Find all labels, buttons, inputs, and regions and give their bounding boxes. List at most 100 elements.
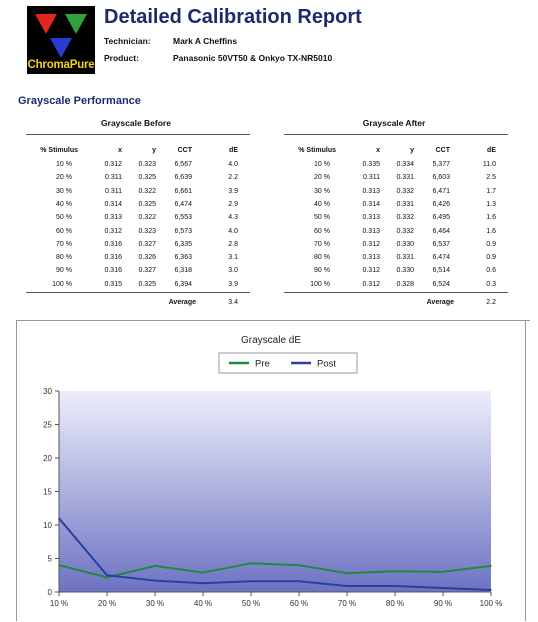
table-cell: 0.332 <box>396 227 414 235</box>
column-header: CCT <box>435 147 450 154</box>
x-tick-label: 90 % <box>434 599 452 608</box>
data-point-pre <box>442 571 444 573</box>
data-point-pre <box>394 570 396 573</box>
table-cell: 6,567 <box>174 161 192 168</box>
data-point-pre <box>490 565 492 567</box>
table-cell: 0.331 <box>396 174 414 182</box>
table-cell: 50 % <box>314 214 330 222</box>
table-cell: 0.9 <box>486 254 496 262</box>
data-point-post <box>58 517 60 520</box>
table-cell: 1.6 <box>486 227 496 235</box>
data-point-post <box>346 585 348 587</box>
data-point-pre <box>154 565 156 567</box>
legend-label-post: Post <box>317 359 336 370</box>
chart-svg: Grayscale dE Pre Post 0 5 10 15 20 25 30 10 % 20 … <box>43 335 502 608</box>
plot-area: 0 5 10 15 20 25 30 10 % 20 % 30 % 40 % 50 % 60 % 70 %… <box>43 387 502 608</box>
data-point-post <box>394 585 396 587</box>
technician-label: Technician: <box>104 36 151 46</box>
table-cell: 0.330 <box>396 267 414 275</box>
table-cell: 20 % <box>56 174 72 182</box>
table-cell: 6,474 <box>432 254 450 262</box>
table-cell: 6,394 <box>174 280 192 288</box>
data-point-post <box>106 574 108 577</box>
table-cell: 0.313 <box>362 254 380 262</box>
column-header: CCT <box>177 147 192 154</box>
chart-title: Grayscale dE <box>241 335 301 346</box>
table-cell: 6,524 <box>432 280 450 288</box>
column-header: dE <box>487 147 496 154</box>
table-cell: 0.322 <box>138 187 156 195</box>
table-cell: 0.316 <box>104 267 122 275</box>
table-cell: 4.0 <box>228 227 238 235</box>
table-cell: 6,603 <box>432 174 450 182</box>
y-tick-label: 0 <box>48 588 53 597</box>
table-cell: 6,335 <box>174 240 192 248</box>
table-cell: 80 % <box>314 254 330 262</box>
x-tick-label: 40 % <box>194 599 212 608</box>
y-tick-label: 5 <box>48 555 53 564</box>
data-point-pre <box>250 562 252 564</box>
table-cell: 0.330 <box>396 240 414 248</box>
table-cell: 3.9 <box>228 187 238 195</box>
legend-label-pre: Pre <box>255 359 270 370</box>
table-cell: 3.1 <box>228 254 238 262</box>
table-cell: 0.331 <box>396 254 414 262</box>
table-cell: 0.311 <box>105 187 122 195</box>
table-cell: 2.9 <box>228 200 238 208</box>
table-cell: 0.323 <box>138 161 156 168</box>
data-point-post <box>154 579 156 582</box>
data-point-pre <box>58 564 60 566</box>
table-cell: 0.332 <box>396 214 414 222</box>
table-cell: 2.2 <box>228 174 238 182</box>
data-point-post <box>442 587 444 589</box>
table-cell: 0.328 <box>396 280 414 288</box>
table-rule <box>26 292 250 293</box>
table-cell: 0.316 <box>104 240 122 248</box>
table-cell: 5,377 <box>432 161 450 168</box>
data-point-post <box>202 582 204 585</box>
table-cell: 0.9 <box>486 240 496 248</box>
y-tick-label: 25 <box>43 421 52 430</box>
table-cell: 6,514 <box>432 267 450 275</box>
report-title: Detailed Calibration Report <box>104 6 362 28</box>
table-cell: 0.326 <box>138 254 156 262</box>
x-tick-label: 100 % <box>480 599 503 608</box>
table-cell: 0.3 <box>486 280 496 288</box>
legend-box <box>218 352 358 374</box>
table-cell: 0.314 <box>362 200 380 208</box>
table-cell: 6,363 <box>174 254 192 262</box>
column-header: x <box>376 147 380 154</box>
table-cell: 6,573 <box>174 227 192 235</box>
table-cell: 0.335 <box>362 161 380 168</box>
table-rule <box>284 134 508 135</box>
table-cell: 3.9 <box>228 280 238 288</box>
column-header: y <box>152 147 156 154</box>
table-cell: 40 % <box>314 200 330 208</box>
chromapure-logo: ChromaPure <box>27 6 95 74</box>
table-cell: 70 % <box>314 240 330 248</box>
grayscale-after-table: Grayscale After% Stimulus x y CCT dE 10 % 0.33… <box>284 118 524 308</box>
table-cell: 0.327 <box>138 267 156 275</box>
table-cell: 30 % <box>314 187 330 195</box>
table-cell: 0.313 <box>362 187 380 195</box>
series-line-post <box>58 517 492 591</box>
table-cell: 80 % <box>56 254 72 262</box>
logo-text: ChromaPure <box>27 59 95 71</box>
table-cell: 60 % <box>314 227 330 235</box>
table-cell: 20 % <box>314 174 330 182</box>
table-cell: 6,537 <box>432 240 450 248</box>
table-cell: 3.0 <box>228 267 238 275</box>
column-header: % Stimulus <box>40 147 78 154</box>
table-cell: 6,553 <box>174 214 192 222</box>
y-tick-label: 15 <box>43 488 52 497</box>
table-cell: 11.0 <box>482 161 496 168</box>
table-rule <box>284 292 508 293</box>
table-cell: 0.325 <box>138 280 156 288</box>
table-cell: 0.311 <box>363 174 380 182</box>
y-tick-label: 20 <box>43 454 52 463</box>
average-label: Average <box>426 299 454 306</box>
table-cell: 0.322 <box>138 214 156 222</box>
x-tick-label: 80 % <box>386 599 404 608</box>
table-cell: 0.312 <box>362 240 380 248</box>
table-cell: 90 % <box>56 267 72 275</box>
